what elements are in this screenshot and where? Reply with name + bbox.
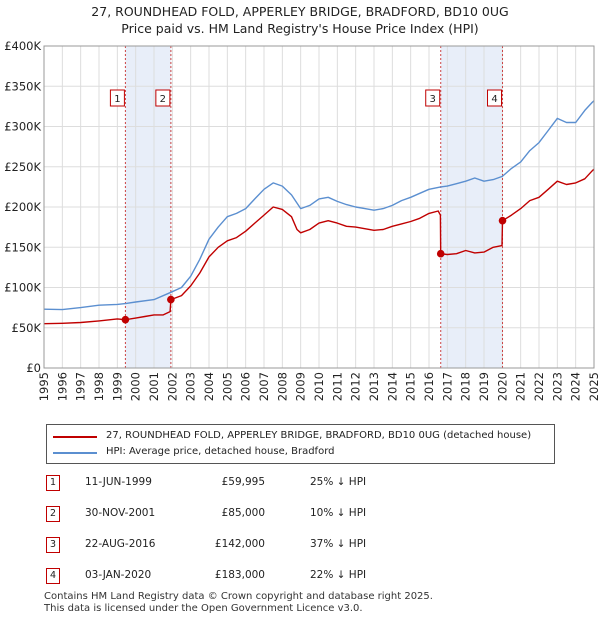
sale-number-label: 2 <box>160 94 166 105</box>
x-tick-label: 2006 <box>239 372 253 401</box>
x-tick-label: 2000 <box>129 372 143 401</box>
sale-point <box>167 295 175 304</box>
x-tick-label: 1997 <box>74 372 88 401</box>
sale-number-box <box>425 89 441 107</box>
chart-title: 27, ROUNDHEAD FOLD, APPERLEY BRIDGE, BRA… <box>91 4 509 19</box>
y-tick-label: £400K <box>4 39 41 53</box>
transaction-hpi-diff: 25% ↓ HPI <box>310 476 367 488</box>
x-tick-label: 2009 <box>294 372 308 401</box>
transaction-price: £183,000 <box>214 569 265 581</box>
y-tick-label: £0 <box>26 361 41 375</box>
sale-point <box>498 216 507 225</box>
sale-number-box <box>109 89 125 107</box>
x-tick-label: 2007 <box>257 372 271 401</box>
x-tick-label: 2010 <box>312 372 326 401</box>
y-tick-label: £100K <box>4 281 41 295</box>
x-tick-label: 2024 <box>569 372 583 401</box>
y-tick-label: £150K <box>4 240 41 254</box>
y-tick-label: £200K <box>4 200 41 214</box>
sale-number-box <box>487 89 503 107</box>
x-tick-label: 1998 <box>92 372 106 401</box>
x-tick-label: 2012 <box>349 372 363 401</box>
transaction-badge: 1 <box>46 475 60 491</box>
x-tick-label: 2016 <box>422 372 436 401</box>
x-tick-label: 2018 <box>459 372 473 401</box>
transaction-date: 30-NOV-2001 <box>85 507 156 519</box>
sale-number-box <box>155 89 171 107</box>
transaction-hpi-diff: 37% ↓ HPI <box>310 538 367 550</box>
x-tick-label: 2008 <box>275 372 289 401</box>
sale-point <box>121 315 130 324</box>
x-tick-label: 2023 <box>550 372 564 401</box>
legend: 27, ROUNDHEAD FOLD, APPERLEY BRIDGE, BRA… <box>46 424 555 464</box>
transaction-date: 22-AUG-2016 <box>85 538 156 550</box>
sale-number-label: 1 <box>114 94 120 105</box>
footer-copyright: Contains HM Land Registry data © Crown c… <box>44 591 433 602</box>
legend-swatch-property <box>53 436 97 438</box>
transaction-price: £142,000 <box>214 538 265 550</box>
series-line-hpi <box>43 100 595 311</box>
x-tick-label: 2019 <box>477 372 491 401</box>
legend-label-hpi: HPI: Average price, detached house, Brad… <box>106 446 335 457</box>
x-tick-label: 2014 <box>385 372 399 401</box>
sale-point <box>436 249 445 258</box>
transaction-row: 1 11-JUN-1999 £59,995 25% ↓ HPI <box>0 475 600 495</box>
x-tick-label: 2015 <box>404 372 418 401</box>
x-tick-label: 2003 <box>184 372 198 401</box>
transaction-badge: 4 <box>46 568 60 584</box>
x-tick-label: 2005 <box>220 372 234 401</box>
x-tick-label: 2013 <box>367 372 381 401</box>
x-tick-label: 2004 <box>202 372 216 401</box>
y-tick-label: £250K <box>4 160 41 174</box>
x-tick-label: 1999 <box>110 372 124 401</box>
transaction-badge: 3 <box>46 537 60 553</box>
x-tick-label: 1996 <box>55 372 69 401</box>
sale-number-label: 4 <box>491 94 497 105</box>
transaction-date: 11-JUN-1999 <box>85 476 152 488</box>
price-chart: £0 £50K £100K £150K £200K £250K £300K £350K £400… <box>4 39 600 401</box>
transaction-badge: 2 <box>46 506 60 522</box>
series-line-property <box>43 168 595 325</box>
transaction-row: 3 22-AUG-2016 £142,000 37% ↓ HPI <box>0 537 600 557</box>
sale-number-label: 3 <box>430 94 436 105</box>
x-tick-label: 2025 <box>587 372 600 401</box>
transaction-price: £85,000 <box>221 507 265 519</box>
x-tick-label: 2022 <box>532 372 546 401</box>
transaction-date: 03-JAN-2020 <box>85 569 152 581</box>
transaction-price: £59,995 <box>221 476 265 488</box>
footer-license: This data is licensed under the Open Gov… <box>44 603 363 614</box>
transaction-row: 4 03-JAN-2020 £183,000 22% ↓ HPI <box>0 568 600 588</box>
transaction-hpi-diff: 10% ↓ HPI <box>310 507 367 519</box>
x-tick-label: 1995 <box>37 372 51 401</box>
chart-subtitle: Price paid vs. HM Land Registry's House … <box>121 21 479 36</box>
x-tick-label: 2011 <box>330 372 344 401</box>
transaction-row: 2 30-NOV-2001 £85,000 10% ↓ HPI <box>0 506 600 526</box>
legend-swatch-hpi <box>53 452 97 454</box>
y-tick-label: £300K <box>4 120 41 134</box>
x-tick-label: 2002 <box>165 372 179 401</box>
x-tick-label: 2020 <box>495 372 509 401</box>
x-tick-label: 2021 <box>514 372 528 401</box>
x-tick-label: 2001 <box>147 372 161 401</box>
legend-label-property: 27, ROUNDHEAD FOLD, APPERLEY BRIDGE, BRA… <box>106 430 532 441</box>
plot-frame <box>43 45 595 369</box>
y-tick-label: £50K <box>12 321 42 335</box>
transaction-hpi-diff: 22% ↓ HPI <box>310 569 367 581</box>
y-tick-label: £350K <box>4 79 41 93</box>
x-tick-label: 2017 <box>440 372 454 401</box>
